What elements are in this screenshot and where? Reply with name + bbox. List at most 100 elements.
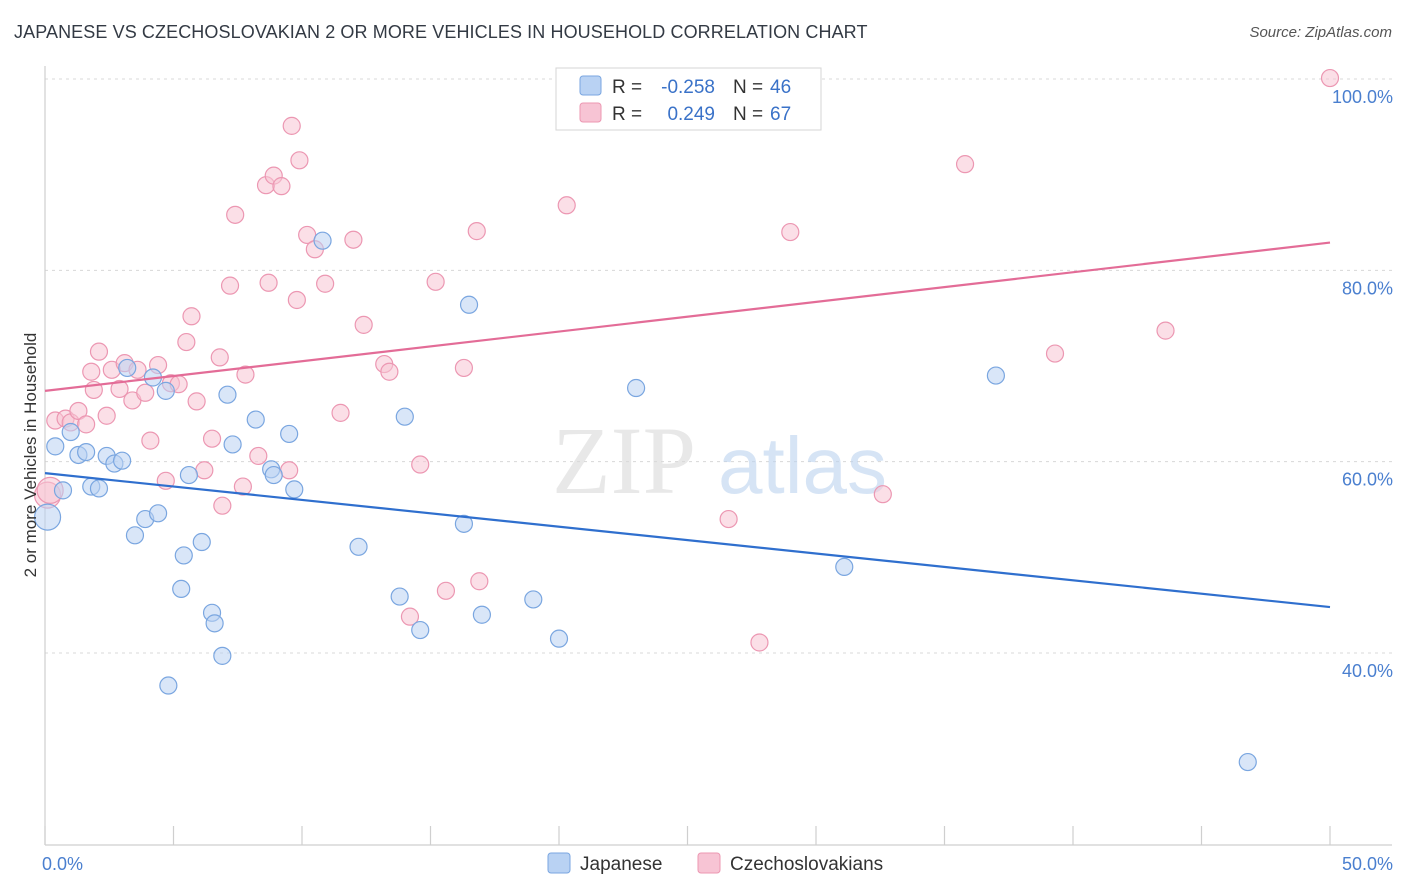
czech-point xyxy=(380,362,399,381)
japanese-point xyxy=(33,503,62,531)
bottom-legend-czech: Czechoslovakians xyxy=(730,854,883,875)
chart-source: Source: ZipAtlas.com xyxy=(1249,24,1392,41)
japanese-points xyxy=(33,231,1257,772)
czech-point xyxy=(210,348,229,367)
legend-r-label-1: R = xyxy=(612,77,642,98)
bottom-legend-japanese: Japanese xyxy=(580,854,662,875)
tick-labels: 40.0% 60.0% 80.0% 100.0% 0.0% 50.0% xyxy=(42,87,1393,874)
czech-point xyxy=(426,272,445,291)
y-tick-label-100: 100.0% xyxy=(1332,87,1393,107)
japanese-point xyxy=(179,465,199,485)
czech-point xyxy=(177,332,196,352)
japanese-point xyxy=(313,231,332,250)
japanese-point xyxy=(77,443,96,462)
czech-point xyxy=(220,276,240,295)
bottom-legend-swatch-japanese xyxy=(547,852,571,874)
czech-point xyxy=(233,477,252,496)
trend-lines xyxy=(44,241,1331,609)
bottom-legend-swatch-czech xyxy=(697,852,721,874)
watermark: ZIP atlas xyxy=(552,407,887,514)
czech-trend-line xyxy=(44,241,1331,392)
watermark-atlas: atlas xyxy=(718,421,887,510)
czech-point xyxy=(213,496,232,515)
czech-point xyxy=(202,429,222,448)
japanese-point xyxy=(395,407,414,426)
czech-point xyxy=(249,446,268,466)
czech-point xyxy=(236,365,255,384)
czech-point xyxy=(454,358,474,378)
czechoslovakians-points xyxy=(33,68,1340,652)
japanese-point xyxy=(835,557,854,577)
czech-point xyxy=(331,403,350,422)
y-tick-label-60: 60.0% xyxy=(1342,470,1393,490)
czech-point xyxy=(82,362,101,381)
czech-point xyxy=(195,461,214,480)
japanese-point xyxy=(264,465,283,485)
legend-n-value-1: 46 xyxy=(770,77,791,98)
czech-point xyxy=(344,230,363,249)
japanese-point xyxy=(213,646,232,665)
japanese-point xyxy=(53,481,73,500)
czech-point xyxy=(182,307,201,326)
japanese-point xyxy=(549,629,569,648)
czech-point xyxy=(97,406,116,425)
japanese-point xyxy=(61,422,80,442)
japanese-point xyxy=(459,295,479,314)
japanese-point xyxy=(125,526,145,545)
legend-r-label-2: R = xyxy=(612,104,642,125)
czech-point xyxy=(316,274,335,293)
legend-n-label-2: N = xyxy=(733,104,763,125)
legend-swatch-czech xyxy=(579,102,602,123)
czech-point xyxy=(400,607,420,626)
japanese-point xyxy=(285,480,304,499)
czech-point xyxy=(141,431,160,450)
japanese-point xyxy=(156,381,175,400)
japanese-point xyxy=(148,504,168,523)
y-axis-title: 2 or more Vehicles in Household xyxy=(21,333,40,578)
czech-point xyxy=(69,401,88,421)
czech-point xyxy=(136,383,155,402)
y-tick-label-80: 80.0% xyxy=(1342,278,1393,298)
czech-point xyxy=(1156,321,1175,340)
legend-n-value-2: 67 xyxy=(770,104,791,125)
czech-point xyxy=(719,509,738,529)
czech-point xyxy=(77,415,96,434)
czech-point xyxy=(1045,344,1065,363)
czech-point xyxy=(411,455,430,474)
czech-point xyxy=(226,205,245,224)
czech-point xyxy=(557,196,576,215)
legend-swatch-japanese xyxy=(579,75,602,96)
legend-r-value-1: -0.258 xyxy=(661,77,715,98)
japanese-point xyxy=(192,532,211,552)
japanese-trend-line xyxy=(44,472,1331,609)
japanese-point xyxy=(280,424,299,444)
czech-point xyxy=(110,379,129,399)
japanese-point xyxy=(172,579,191,599)
czech-point xyxy=(89,342,109,361)
japanese-point xyxy=(1238,752,1257,772)
series-legend: Japanese Czechoslovakians xyxy=(547,852,883,875)
czech-point xyxy=(750,633,769,652)
x-tick-label-min: 0.0% xyxy=(42,854,83,874)
czech-point xyxy=(781,222,800,242)
x-tick-label-max: 50.0% xyxy=(1342,854,1393,874)
japanese-point xyxy=(986,366,1006,385)
japanese-point xyxy=(246,410,265,429)
watermark-zip: ZIP xyxy=(552,407,696,514)
japanese-point xyxy=(472,605,491,624)
japanese-point xyxy=(112,451,132,470)
japanese-point xyxy=(205,614,224,633)
japanese-point xyxy=(46,437,65,456)
japanese-point xyxy=(390,587,409,606)
japanese-point xyxy=(524,590,543,609)
stats-legend: R = -0.258 N = 46 R = 0.249 N = 67 xyxy=(555,67,822,131)
czech-point xyxy=(467,222,486,241)
czech-point xyxy=(280,461,299,480)
japanese-point xyxy=(626,378,646,398)
legend-n-label-1: N = xyxy=(733,77,763,98)
japanese-point xyxy=(118,358,137,378)
czech-point xyxy=(436,581,456,600)
japanese-point xyxy=(454,514,474,533)
legend-r-value-2: 0.249 xyxy=(667,104,715,125)
japanese-point xyxy=(223,435,242,454)
